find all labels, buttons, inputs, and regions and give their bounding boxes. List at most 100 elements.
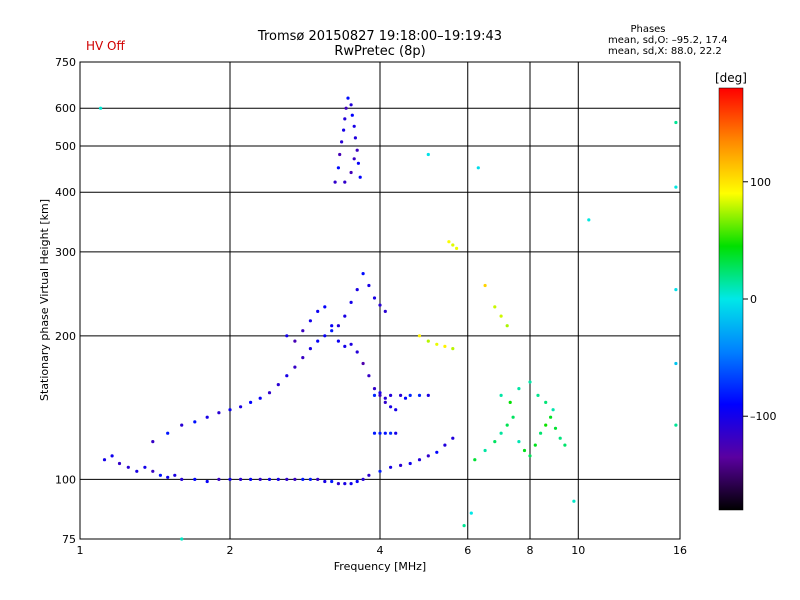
data-point <box>426 152 430 157</box>
data-point <box>180 423 184 427</box>
data-point <box>316 309 320 313</box>
data-point <box>544 400 548 404</box>
phases-x: mean, sd,X: 88.0, 22.2 <box>608 46 722 57</box>
data-point <box>330 329 334 333</box>
data-point <box>674 185 678 189</box>
data-point <box>383 431 387 435</box>
data-point <box>355 288 359 292</box>
data-point <box>349 170 353 175</box>
data-point <box>483 448 487 453</box>
x-tick-label: 16 <box>673 544 687 557</box>
data-point <box>346 96 350 100</box>
data-point <box>549 415 553 419</box>
data-point <box>563 443 567 447</box>
data-point <box>505 423 509 427</box>
data-point <box>323 334 327 338</box>
data-point <box>539 431 543 435</box>
data-point <box>285 477 289 481</box>
data-point <box>536 393 540 397</box>
data-point <box>126 465 130 469</box>
data-point <box>367 473 371 477</box>
data-point <box>336 339 340 343</box>
data-point <box>239 405 243 409</box>
colorbar-label: [deg] <box>715 71 747 85</box>
data-point <box>383 309 387 313</box>
data-point <box>476 166 480 170</box>
data-point <box>293 339 297 343</box>
data-point <box>239 477 243 481</box>
data-point <box>505 324 509 328</box>
data-point <box>372 387 377 391</box>
data-point <box>102 458 107 462</box>
data-point <box>587 218 591 222</box>
data-point <box>166 475 170 479</box>
data-point <box>528 380 532 384</box>
data-point <box>228 477 232 481</box>
data-point <box>378 393 382 397</box>
data-point <box>558 436 562 440</box>
data-point <box>110 454 114 458</box>
data-point <box>217 477 221 481</box>
data-point <box>499 314 503 318</box>
data-point <box>674 423 678 427</box>
data-point <box>361 272 365 276</box>
y-tick-label: 75 <box>62 533 76 546</box>
data-point <box>533 443 537 447</box>
colorbar: [deg] 100 0 –100 <box>715 71 777 511</box>
data-point <box>378 469 382 473</box>
data-point <box>336 324 340 328</box>
data-point <box>316 339 320 343</box>
data-point <box>228 408 232 412</box>
colorbar-ticks: 100 0 –100 <box>743 176 777 423</box>
data-point <box>367 283 371 288</box>
data-point <box>301 356 305 360</box>
data-point <box>308 347 312 351</box>
chart-title: Tromsø 20150827 19:18:00–19:19:43 <box>257 29 502 44</box>
data-point <box>403 396 408 400</box>
data-point <box>356 161 360 165</box>
data-point <box>389 465 393 469</box>
y-tick-label: 750 <box>55 56 76 69</box>
data-point <box>493 305 497 309</box>
data-point <box>435 342 439 346</box>
data-point <box>173 473 177 477</box>
data-point <box>205 479 209 484</box>
data-point <box>417 393 422 397</box>
data-point <box>342 128 346 132</box>
data-point <box>336 482 340 486</box>
colorbar-tick-label: –100 <box>750 410 777 423</box>
data-point <box>528 454 532 458</box>
data-point <box>493 440 497 444</box>
data-point <box>451 436 455 440</box>
grid <box>80 62 680 539</box>
data-point <box>301 329 305 333</box>
phases-o: mean, sd,O: –95.2, 17.4 <box>608 35 728 46</box>
data-point <box>99 106 103 110</box>
data-point <box>276 477 280 481</box>
data-point <box>399 463 403 467</box>
data-point <box>143 465 147 469</box>
data-point <box>508 400 512 404</box>
data-point <box>483 283 487 288</box>
data-point <box>349 300 353 304</box>
data-point <box>499 431 503 435</box>
x-tick-label: 1 <box>77 544 84 557</box>
data-point <box>367 374 371 378</box>
data-point <box>180 477 184 481</box>
data-point <box>323 305 327 309</box>
data-point <box>383 396 387 400</box>
data-point <box>352 157 356 161</box>
data-point <box>378 391 382 395</box>
data-point <box>361 361 365 366</box>
data-point <box>333 180 337 184</box>
data-point <box>517 387 521 391</box>
data-point <box>293 365 297 369</box>
hv-status: HV Off <box>86 39 125 53</box>
data-point <box>553 426 558 430</box>
data-point <box>338 152 342 157</box>
data-point <box>394 408 398 412</box>
data-point <box>361 477 365 481</box>
data-point <box>258 477 262 481</box>
data-point <box>417 458 422 462</box>
